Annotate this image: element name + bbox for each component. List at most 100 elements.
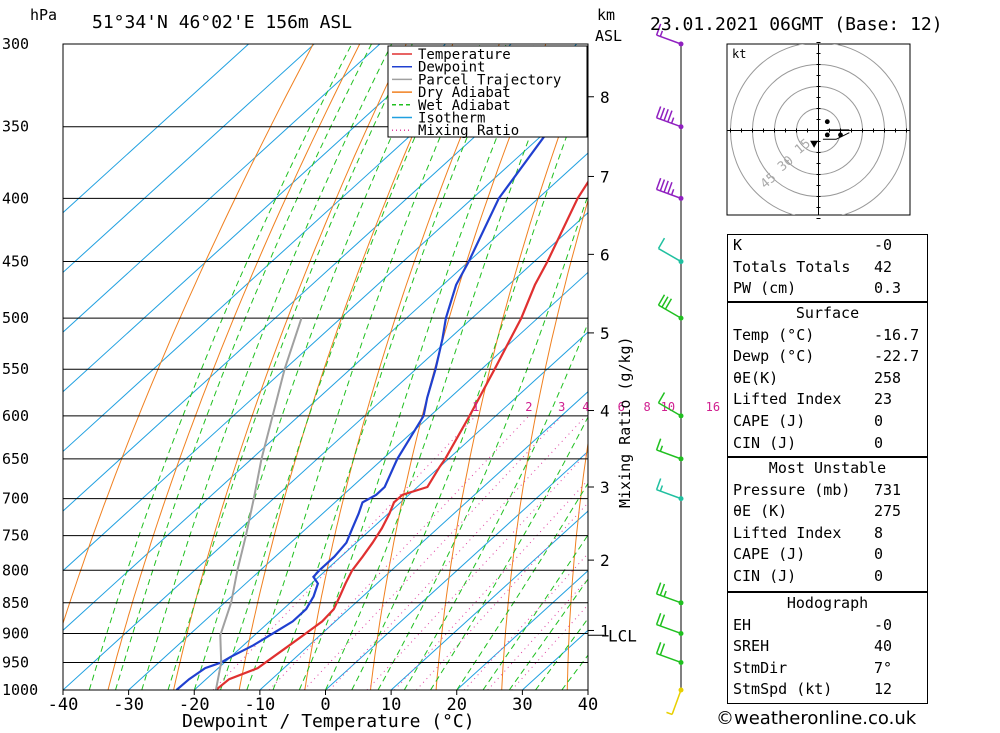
mixing-ratio-line: [329, 415, 587, 690]
legend-label: Dry Adiabat: [418, 85, 511, 101]
pressure-label: 550: [2, 360, 29, 378]
wind-barb-half-flag: [663, 590, 667, 597]
most-unstable-box: Most Unstable Pressure (mb) 731 θE (K) 275…: [727, 457, 928, 592]
wind-barb-flag: [659, 643, 666, 656]
wind-barb-shaft: [656, 188, 682, 200]
index-row: PW (cm) 0.3: [728, 278, 927, 300]
km-tick-label: 1: [600, 621, 610, 640]
x-tick-label: 0: [320, 695, 330, 715]
wind-barb-shaft: [658, 247, 682, 263]
index-label: Lifted Index: [733, 523, 842, 542]
isotherm-line: [63, 44, 315, 274]
storm-motion-arrow-icon: [810, 140, 819, 148]
wind-barb: [657, 237, 684, 265]
index-value: 258: [874, 368, 902, 387]
index-value: 8: [874, 523, 884, 542]
index-value: 0.3: [874, 279, 902, 298]
wind-barb-half-flag: [670, 117, 675, 124]
index-row: Temp (°C) -16.7: [728, 325, 927, 347]
x-tick-label: 10: [381, 695, 401, 715]
index-value: 0: [874, 411, 884, 430]
index-row: Dewp (°C) -22.7: [728, 346, 927, 368]
pressure-label: 600: [2, 407, 29, 425]
wind-barb-half-flag: [659, 30, 664, 37]
index-row: EH -0: [728, 615, 927, 637]
isotherm-line: [63, 44, 381, 333]
legend-label: Isotherm: [418, 111, 485, 127]
wind-barb: [655, 23, 684, 47]
x-tick-label: -30: [113, 695, 144, 715]
index-value: 731: [874, 480, 902, 499]
wind-barb-flag: [659, 583, 666, 596]
dry-adiabat: [932, 44, 964, 690]
index-label: CIN (J): [733, 566, 797, 585]
wind-barb-flag: [663, 109, 669, 121]
pressure-label: 1000: [2, 681, 38, 699]
wet-adiabat: [298, 44, 535, 690]
wind-barb: [657, 294, 684, 321]
wind-barb-half-flag: [659, 485, 664, 492]
legend-label: Temperature: [418, 47, 511, 63]
isotherm-line: [390, 510, 588, 690]
wind-barb: [655, 106, 684, 130]
wind-barb-flag: [664, 298, 673, 310]
index-row: θE(K) 258: [728, 368, 927, 390]
axes-layer: 1234681016202530035040045050055060065070…: [2, 35, 765, 715]
index-row: Pressure (mb) 731: [728, 480, 927, 502]
pressure-label: 950: [2, 653, 29, 671]
mixing-ratio-axis-title: Mixing Ratio (g/kg): [616, 336, 634, 508]
indices-top-box: K -0 Totals Totals 42 PW (cm) 0.3: [727, 234, 928, 302]
index-value: -0: [874, 615, 893, 634]
dry-adiabat: [633, 44, 732, 690]
index-row: Totals Totals 42: [728, 257, 927, 279]
wet-adiabat: [508, 578, 588, 690]
x-tick-label: 30: [512, 695, 532, 715]
index-value: 0: [874, 566, 884, 585]
hodograph-point: [824, 119, 830, 125]
index-label: SREH: [733, 637, 770, 656]
index-label: Temp (°C): [733, 325, 815, 344]
wind-barb-half-flag: [659, 445, 664, 452]
index-value: 0: [874, 433, 884, 452]
x-tick-label: 20: [447, 695, 467, 715]
x-tick-label: -10: [245, 695, 276, 715]
series-parcel-trajectory: [214, 317, 303, 690]
x-tick-label: 40: [578, 695, 598, 715]
wind-barb-half-flag: [666, 711, 673, 716]
header-datetime: 23.01.2021 06GMT (Base: 12): [650, 14, 943, 35]
most-unstable-title: Most Unstable: [768, 459, 887, 477]
dry-adiabat: [987, 44, 1000, 690]
header-location: 51°34'N 46°02'E 156m ASL: [92, 12, 352, 33]
dry-adiabat: [173, 44, 407, 690]
surface-title: Surface: [795, 304, 860, 322]
pressure-label: 350: [2, 118, 29, 136]
series-temperature: [215, 180, 588, 690]
hodograph-trace: [822, 132, 850, 140]
series-layer: [175, 79, 588, 690]
legend-label: Mixing Ratio: [418, 123, 519, 139]
index-label: CIN (J): [733, 433, 797, 452]
index-label: K: [733, 236, 743, 254]
x-tick-label: -20: [179, 695, 210, 715]
index-label: Dewp (°C): [733, 347, 815, 366]
wind-barb-flag: [655, 106, 662, 119]
wind-barb-shaft: [656, 489, 682, 500]
wind-barb-shaft: [656, 449, 682, 460]
pressure-label: 650: [2, 450, 29, 468]
wind-barb-flag: [655, 23, 662, 36]
index-value: -16.7: [874, 325, 920, 344]
mixing-ratio-label: 16: [706, 400, 720, 414]
pressure-label: 450: [2, 253, 29, 271]
km-tick-label: 2: [600, 551, 610, 570]
hodograph-point: [838, 132, 843, 138]
mixing-ratio-line: [487, 578, 588, 690]
index-value: 12: [874, 680, 893, 699]
hodograph-index-box: Hodograph EH -0 SREH 40 StmDir 7° StmSpd (k…: [727, 592, 928, 704]
isotherm-line: [63, 212, 588, 690]
wind-barb-flag: [655, 642, 662, 654]
mixing-ratio-label: 8: [644, 400, 651, 414]
wet-adiabat: [325, 44, 567, 690]
x-axis-title: Dewpoint / Temperature (°C): [182, 711, 475, 732]
mixing-ratio-line: [366, 450, 588, 690]
